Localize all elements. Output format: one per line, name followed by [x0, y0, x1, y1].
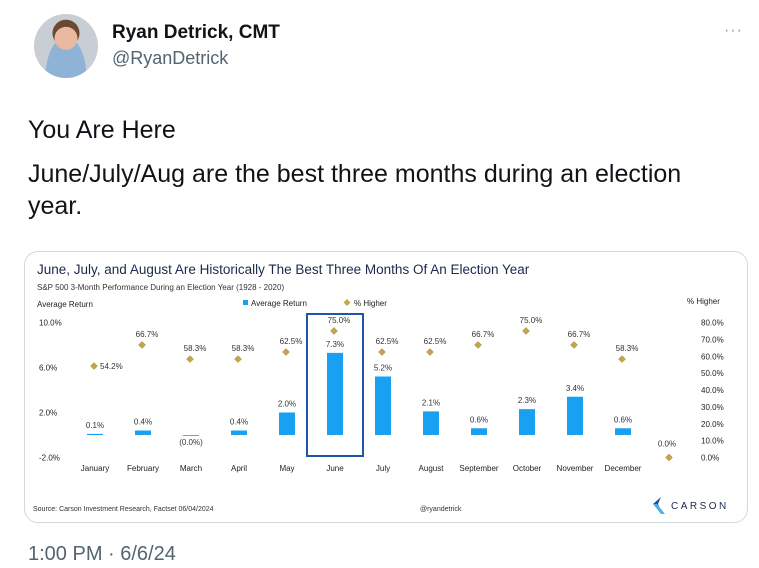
x-tick-label: December — [605, 464, 642, 473]
y-tick-label-right: 60.0% — [701, 352, 724, 361]
percent-higher-marker — [90, 362, 98, 370]
bar-data-label: 0.6% — [614, 415, 632, 424]
y-tick-label-right: 70.0% — [701, 335, 724, 344]
bar — [231, 430, 247, 435]
legend-bar-label: Average Return — [251, 299, 307, 308]
bar — [423, 411, 439, 435]
percent-higher-label: 0.0% — [658, 440, 676, 449]
x-tick-label: April — [231, 464, 247, 473]
bar-data-label: 2.3% — [518, 396, 536, 405]
y-axis-label-right: % Higher — [687, 297, 720, 306]
author-name[interactable]: Ryan Detrick, CMT — [112, 22, 280, 43]
bar — [327, 352, 343, 435]
chart-title: June, July, and August Are Historically … — [37, 262, 530, 277]
chart-source: Source: Carson Investment Research, Fact… — [33, 506, 214, 513]
percent-higher-marker — [522, 327, 530, 335]
percent-higher-marker — [426, 348, 434, 356]
percent-higher-marker — [618, 355, 626, 363]
y-tick-label: 6.0% — [39, 364, 57, 373]
x-tick-label: June — [326, 464, 344, 473]
bar-data-label: 3.4% — [566, 384, 584, 393]
tweet-line-1: You Are Here — [28, 116, 176, 144]
bar-data-label: 2.0% — [278, 400, 296, 409]
x-tick-label: May — [279, 464, 294, 473]
percent-higher-label: 58.3% — [184, 344, 207, 353]
chart: June, July, and August Are Historically … — [33, 262, 729, 514]
percent-higher-label: 62.5% — [376, 337, 399, 346]
bar — [375, 376, 391, 435]
y-tick-label-right: 30.0% — [701, 403, 724, 412]
percent-higher-marker — [282, 348, 290, 356]
avatar[interactable] — [34, 14, 98, 78]
y-tick-label: -2.0% — [39, 454, 60, 463]
brand-name: CARSON — [671, 501, 729, 512]
y-tick-label-right: 20.0% — [701, 420, 724, 429]
bar — [279, 412, 295, 435]
chart-image[interactable]: June, July, and August Are Historically … — [24, 251, 748, 523]
percent-higher-label: 66.7% — [568, 330, 591, 339]
bar — [471, 428, 487, 435]
more-horizontal-icon[interactable]: ··· — [724, 22, 743, 39]
percent-higher-label: 58.3% — [616, 344, 639, 353]
bar — [567, 396, 583, 435]
bar-data-label: (0.0%) — [179, 438, 203, 447]
x-tick-label: January — [81, 464, 109, 473]
bar-data-label: 2.1% — [422, 398, 440, 407]
y-tick-label-right: 40.0% — [701, 386, 724, 395]
bar-data-label: 5.2% — [374, 364, 392, 373]
percent-higher-label: 58.3% — [232, 344, 255, 353]
y-tick-label: 2.0% — [39, 409, 57, 418]
author-handle[interactable]: @RyanDetrick — [112, 48, 229, 68]
percent-higher-marker — [665, 453, 673, 462]
bar-data-label: 0.1% — [86, 421, 104, 430]
bar — [87, 433, 103, 435]
percent-higher-marker — [234, 355, 242, 363]
highlight-box — [306, 313, 364, 457]
x-tick-label: July — [376, 464, 390, 473]
percent-higher-marker — [330, 327, 338, 335]
x-tick-label: November — [557, 464, 594, 473]
x-tick-label: September — [459, 464, 498, 473]
chart-subtitle: S&P 500 3-Month Performance During an El… — [37, 283, 284, 292]
bar-data-label: 0.4% — [134, 418, 152, 427]
x-tick-label: August — [419, 464, 445, 473]
bar-data-label: 7.3% — [326, 340, 344, 349]
percent-higher-marker — [570, 341, 578, 349]
bar — [615, 428, 631, 435]
carson-logo-icon — [653, 497, 665, 514]
bar — [519, 409, 535, 435]
y-tick-label-right: 50.0% — [701, 369, 724, 378]
legend-diamond-swatch — [343, 299, 351, 306]
percent-higher-marker — [186, 355, 194, 363]
tweet-line-2: June/July/Aug are the best three months … — [28, 160, 682, 220]
x-tick-label: February — [127, 464, 159, 473]
chart-credit: @ryandetrick — [420, 506, 462, 513]
plot-area: 10.0% 6.0% 2.0% -2.0% 80.0% 70.0% 60.0% 50.0% 40… — [39, 313, 724, 473]
y-tick-label-right: 10.0% — [701, 437, 724, 446]
tweet-text: You Are Here June/July/Aug are the best … — [28, 114, 738, 234]
percent-higher-label: 54.2% — [100, 362, 123, 371]
percent-higher-marker — [138, 341, 146, 349]
percent-higher-label: 75.0% — [328, 316, 351, 325]
legend-diamond-label: % Higher — [354, 299, 387, 308]
bar-data-label: 0.6% — [470, 415, 488, 424]
tweet-timestamp[interactable]: 1:00 PM · 6/6/24 — [28, 543, 176, 565]
bar — [183, 435, 199, 436]
percent-higher-marker — [474, 341, 482, 349]
percent-higher-label: 66.7% — [136, 330, 159, 339]
percent-higher-label: 62.5% — [424, 337, 447, 346]
y-axis-label: Average Return — [37, 300, 93, 309]
y-tick-label-right: 0.0% — [701, 454, 719, 463]
y-tick-label: 10.0% — [39, 319, 62, 328]
legend-bar-swatch — [243, 300, 248, 305]
percent-higher-label: 75.0% — [520, 316, 543, 325]
x-tick-label: March — [180, 464, 202, 473]
bar — [135, 430, 151, 435]
percent-higher-label: 66.7% — [472, 330, 495, 339]
percent-higher-marker — [378, 348, 386, 356]
x-tick-label: October — [513, 464, 542, 473]
percent-higher-label: 62.5% — [280, 337, 303, 346]
bar-data-label: 0.4% — [230, 418, 248, 427]
y-tick-label-right: 80.0% — [701, 319, 724, 328]
